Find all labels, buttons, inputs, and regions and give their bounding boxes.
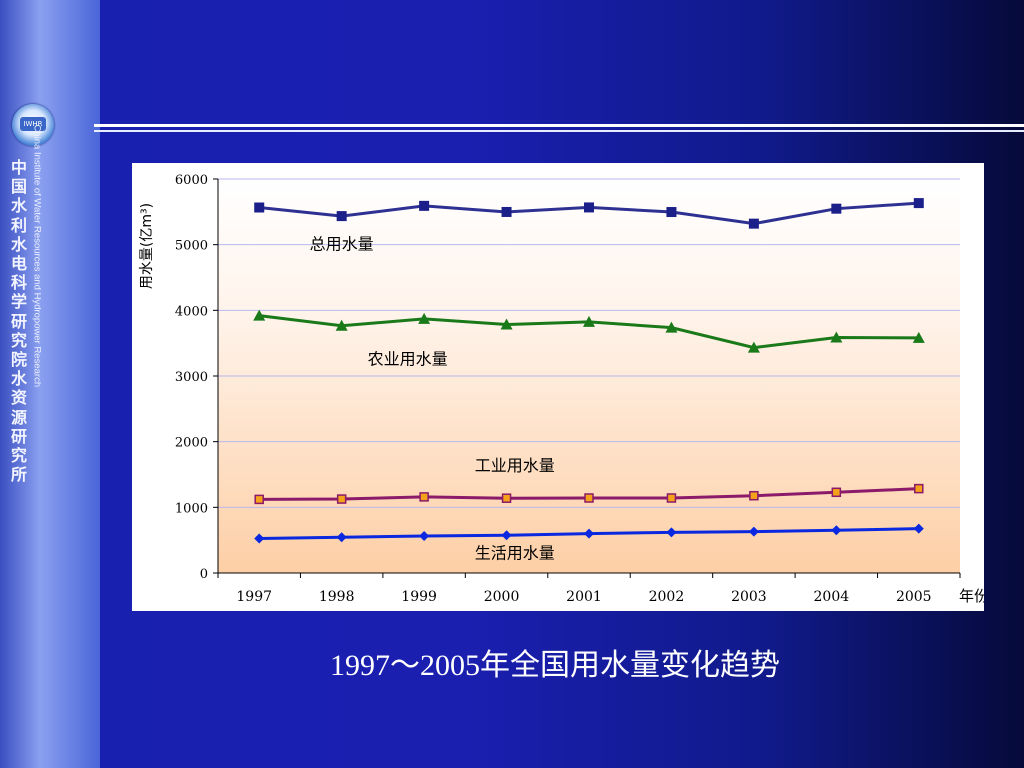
data-point xyxy=(912,331,925,343)
data-point xyxy=(913,523,924,534)
data-point xyxy=(748,218,759,229)
data-point xyxy=(419,531,430,542)
data-point xyxy=(583,315,595,327)
data-point xyxy=(665,321,678,333)
y-tick-label: 1000 xyxy=(175,501,208,516)
series-label: 工业用水量 xyxy=(475,456,555,475)
line-chart: 0 1000 2000 3000 4000 5000 6000 1997 1998 1999 200… xyxy=(139,173,984,605)
y-tick-label: 4000 xyxy=(175,304,208,319)
data-point xyxy=(830,331,843,343)
y-tick-label: 3000 xyxy=(175,370,208,385)
data-point xyxy=(584,493,594,503)
header-rule-thin xyxy=(94,130,1024,132)
data-point xyxy=(336,494,347,504)
data-point xyxy=(914,483,924,494)
institute-logo: IWHR xyxy=(12,104,54,146)
sidebar: IWHR 中国水利水电科学研究院水资源研究所 China Institute o… xyxy=(0,0,100,768)
data-point xyxy=(500,318,513,330)
data-point xyxy=(254,533,265,544)
data-point xyxy=(666,207,677,218)
data-point xyxy=(253,309,266,321)
data-point xyxy=(419,200,430,211)
data-point xyxy=(666,493,677,503)
y-tick-label: 6000 xyxy=(175,173,208,188)
data-point xyxy=(749,490,759,501)
y-tick-label: 5000 xyxy=(175,239,208,254)
data-point xyxy=(336,211,347,222)
data-point xyxy=(666,527,677,538)
data-point xyxy=(501,530,512,541)
data-point xyxy=(418,312,431,324)
x-tick-label: 2004 xyxy=(814,589,850,605)
data-point xyxy=(336,532,347,543)
institute-name-en: China Institute of Water Resources and H… xyxy=(31,124,43,388)
y-axis-label: 用水量(亿m³) xyxy=(139,203,155,289)
x-tick-label: 2002 xyxy=(649,589,685,605)
x-tick-label: 2005 xyxy=(896,589,932,605)
data-point xyxy=(584,202,594,213)
x-tick-label: 2001 xyxy=(566,589,602,605)
data-point xyxy=(254,494,264,505)
series-label: 生活用水量 xyxy=(475,543,555,562)
data-point xyxy=(831,525,842,536)
chart-panel: 0 1000 2000 3000 4000 5000 6000 1997 1998 1999 200… xyxy=(132,163,984,611)
x-axis-label: 年份 xyxy=(959,587,984,605)
x-tick-label: 2000 xyxy=(484,589,520,605)
x-tick-label: 2003 xyxy=(731,589,767,605)
series-label: 总用水量 xyxy=(310,235,374,254)
data-point xyxy=(831,487,842,498)
data-point xyxy=(748,526,759,537)
logo-label: IWHR xyxy=(20,117,46,131)
x-tick-label: 1997 xyxy=(236,589,272,605)
data-point xyxy=(335,319,348,331)
y-tick-label: 2000 xyxy=(175,436,208,451)
series-label: 农业用水量 xyxy=(368,350,448,369)
data-point xyxy=(831,203,842,214)
slide-caption: 1997～2005年全国用水量变化趋势 xyxy=(330,649,780,682)
data-point xyxy=(584,528,594,539)
data-point xyxy=(747,341,760,353)
data-point xyxy=(501,206,512,217)
x-tick-label: 1998 xyxy=(319,589,355,605)
x-tick-label: 1999 xyxy=(401,589,437,605)
data-point xyxy=(501,493,512,503)
data-point xyxy=(419,492,429,502)
y-tick-label: 0 xyxy=(200,567,208,582)
header-rule xyxy=(94,124,1024,127)
data-point xyxy=(913,198,924,209)
data-point xyxy=(254,202,265,213)
institute-name-cn: 中国水利水电科学研究院水资源研究所 xyxy=(10,158,27,485)
